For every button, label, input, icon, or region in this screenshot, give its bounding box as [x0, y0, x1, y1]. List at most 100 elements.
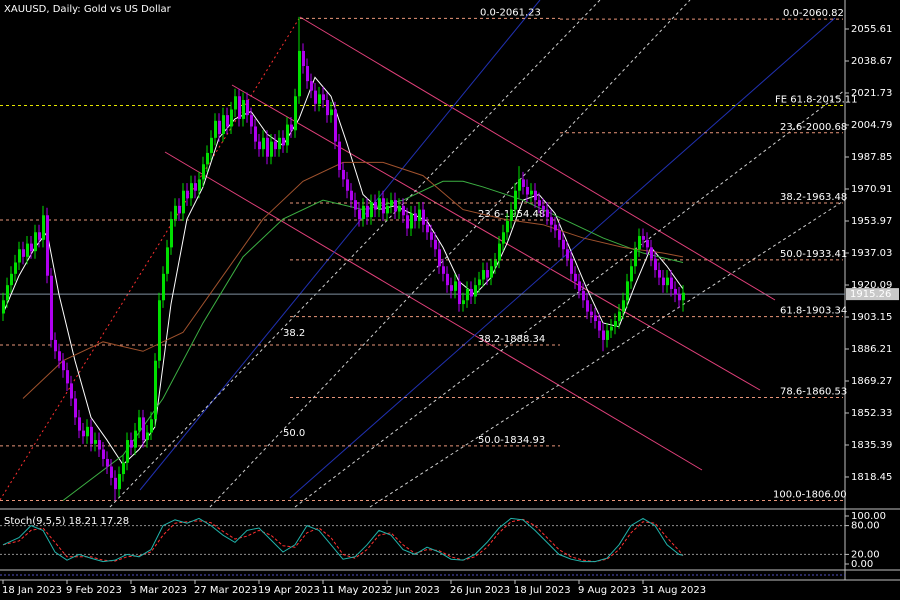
candle-body [430, 232, 433, 240]
candle-body [502, 232, 505, 244]
candle-body [322, 94, 325, 101]
candle-body [530, 190, 533, 195]
candle-body [666, 277, 669, 286]
candle-body [174, 205, 177, 220]
candle-body [186, 190, 189, 199]
candle-body [98, 440, 101, 450]
candle-body [62, 360, 65, 371]
candle-body [646, 239, 649, 248]
fib-level-label: 0.0-2061.23 [480, 7, 541, 18]
candle-body [678, 294, 681, 301]
candle-body [366, 205, 369, 218]
y-tick-label: 1937.03 [851, 248, 892, 259]
fib-level-label: 50.0-1834.93 [478, 435, 545, 446]
candle-body [298, 50, 301, 97]
candle-body [14, 262, 17, 274]
candle-body [630, 266, 633, 282]
candle-body [218, 120, 221, 135]
candle-body [114, 477, 117, 490]
candle-body [650, 247, 653, 259]
candle-body [594, 315, 597, 322]
candle-body [642, 236, 645, 240]
candle-body [194, 183, 197, 191]
candle-body [382, 198, 385, 214]
candle-body [590, 311, 593, 316]
candle-body [566, 249, 569, 259]
candle-body [390, 200, 393, 206]
candle-body [6, 285, 9, 301]
channel-line [164, 151, 703, 471]
candle-body [494, 260, 497, 267]
trendline [209, 0, 691, 508]
drawing-objects [0, 0, 846, 508]
y-tick-label: 2021.73 [851, 88, 892, 99]
candle-body [74, 398, 77, 418]
candle-body [542, 205, 545, 210]
candle-body [54, 339, 57, 352]
candle-body [94, 440, 97, 444]
candle-body [450, 285, 453, 291]
candle-body [346, 179, 349, 191]
y-tick-label: 1869.27 [851, 376, 892, 387]
candle-body [550, 217, 553, 225]
candle-body [250, 115, 253, 127]
candle-body [134, 430, 137, 448]
candle-body [638, 236, 641, 250]
x-tick-label: 31 Aug 2023 [642, 585, 706, 596]
candle-body [122, 462, 125, 475]
y-tick-label: 1953.97 [851, 216, 892, 227]
y-tick-label: 1835.39 [851, 440, 892, 451]
candle-body [606, 330, 609, 340]
last-price-box [846, 288, 899, 301]
trendline [289, 17, 836, 499]
candle-body [182, 190, 185, 214]
candle-body [130, 440, 133, 448]
candle-body [454, 281, 457, 291]
candle-body [302, 50, 305, 67]
candle-body [654, 258, 657, 271]
candle-body [354, 200, 357, 210]
candle-body [602, 330, 605, 340]
trendline [369, 199, 846, 508]
trendline [139, 0, 541, 491]
x-tick-label: 9 Feb 2023 [66, 585, 122, 596]
candle-body [82, 430, 85, 437]
y-tick-label: 100.00 [851, 511, 886, 522]
candle-body [682, 292, 685, 301]
candle-body [78, 417, 81, 431]
candle-body [282, 137, 285, 146]
candle-body [242, 100, 245, 119]
candle-body [110, 466, 113, 478]
candle-body [610, 326, 613, 331]
x-tick-label: 3 Mar 2023 [130, 585, 187, 596]
candle-body [262, 137, 265, 150]
candle-body [526, 186, 529, 195]
candle-body [618, 311, 621, 322]
candle-body [2, 300, 5, 314]
candle-body [414, 213, 417, 221]
candle-body [674, 288, 677, 295]
x-tick-label: 2 Jun 2023 [386, 585, 440, 596]
candle-body [18, 249, 21, 263]
x-tick-label: 11 May 2023 [322, 585, 387, 596]
stoch-header: Stoch(9,5,5) 18.21 17.28 [4, 516, 129, 527]
candle-body [554, 224, 557, 231]
candle-body [586, 300, 589, 312]
candle-body [342, 169, 345, 180]
candle-body [154, 360, 157, 420]
candle-body [10, 273, 13, 286]
candle-body [286, 124, 289, 146]
candle-body [246, 100, 249, 116]
candle-body [146, 432, 149, 441]
candle-body [350, 190, 353, 201]
stoch-signal-value: 17.28 [101, 516, 130, 527]
candle-body [418, 209, 421, 221]
candle-body [190, 183, 193, 199]
candle-body [126, 440, 129, 463]
x-tick-label: 26 Jun 2023 [450, 585, 510, 596]
candle-body [426, 224, 429, 233]
y-tick-label: 1970.91 [851, 184, 892, 195]
candle-body [214, 120, 217, 138]
